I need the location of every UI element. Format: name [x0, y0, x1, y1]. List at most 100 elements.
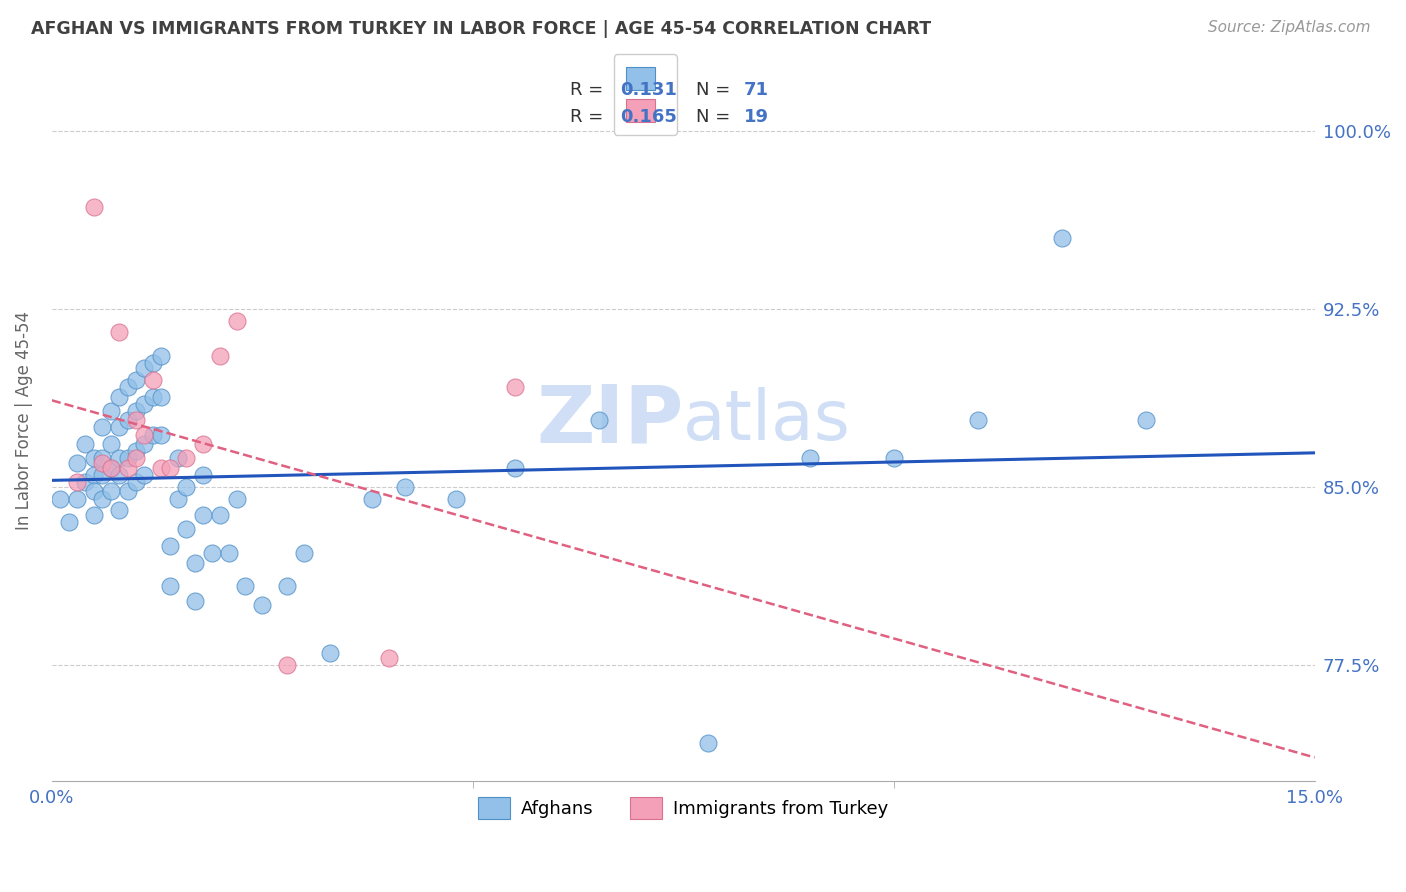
Point — [883, 451, 905, 466]
Point — [83, 467, 105, 482]
Point — [184, 593, 207, 607]
Point — [503, 460, 526, 475]
Point — [125, 373, 148, 387]
Point — [83, 508, 105, 523]
Point — [100, 460, 122, 475]
Point — [176, 523, 198, 537]
Point — [91, 451, 114, 466]
Point — [83, 200, 105, 214]
Text: R =: R = — [569, 81, 609, 99]
Point — [150, 349, 173, 363]
Point — [91, 456, 114, 470]
Point — [142, 356, 165, 370]
Point — [176, 480, 198, 494]
Point — [100, 437, 122, 451]
Point — [108, 420, 131, 434]
Point — [209, 349, 232, 363]
Point — [125, 451, 148, 466]
Point — [184, 556, 207, 570]
Point — [588, 413, 610, 427]
Point — [108, 503, 131, 517]
Point — [117, 484, 139, 499]
Point — [75, 475, 97, 489]
Point — [967, 413, 990, 427]
Point — [125, 475, 148, 489]
Point — [108, 451, 131, 466]
Point — [125, 444, 148, 458]
Point — [142, 427, 165, 442]
Point — [142, 373, 165, 387]
Text: 0.165: 0.165 — [620, 108, 676, 127]
Point — [66, 456, 89, 470]
Point — [66, 475, 89, 489]
Point — [108, 467, 131, 482]
Text: ZIP: ZIP — [536, 381, 683, 459]
Point — [142, 390, 165, 404]
Point — [83, 484, 105, 499]
Point — [209, 508, 232, 523]
Point — [201, 546, 224, 560]
Point — [49, 491, 72, 506]
Point — [134, 427, 156, 442]
Point — [125, 413, 148, 427]
Point — [150, 390, 173, 404]
Point — [117, 413, 139, 427]
Point — [100, 484, 122, 499]
Point — [799, 451, 821, 466]
Point — [394, 480, 416, 494]
Point — [91, 467, 114, 482]
Point — [117, 380, 139, 394]
Point — [1135, 413, 1157, 427]
Point — [1050, 230, 1073, 244]
Text: 19: 19 — [744, 108, 769, 127]
Point — [444, 491, 467, 506]
Point — [150, 427, 173, 442]
Point — [108, 326, 131, 340]
Legend: Afghans, Immigrants from Turkey: Afghans, Immigrants from Turkey — [471, 789, 896, 826]
Point — [276, 657, 298, 672]
Point — [193, 467, 215, 482]
Point — [697, 736, 720, 750]
Point — [159, 460, 181, 475]
Point — [58, 516, 80, 530]
Point — [134, 467, 156, 482]
Point — [235, 579, 257, 593]
Point — [150, 460, 173, 475]
Point — [66, 491, 89, 506]
Point — [318, 646, 340, 660]
Point — [117, 460, 139, 475]
Point — [125, 404, 148, 418]
Point — [134, 437, 156, 451]
Text: N =: N = — [696, 81, 735, 99]
Point — [159, 579, 181, 593]
Text: 71: 71 — [744, 81, 769, 99]
Point — [108, 390, 131, 404]
Point — [226, 313, 249, 327]
Point — [193, 437, 215, 451]
Point — [193, 508, 215, 523]
Point — [100, 460, 122, 475]
Text: N =: N = — [696, 108, 735, 127]
Point — [176, 451, 198, 466]
Text: AFGHAN VS IMMIGRANTS FROM TURKEY IN LABOR FORCE | AGE 45-54 CORRELATION CHART: AFGHAN VS IMMIGRANTS FROM TURKEY IN LABO… — [31, 20, 931, 37]
Point — [167, 451, 190, 466]
Point — [503, 380, 526, 394]
Point — [218, 546, 240, 560]
Point — [83, 451, 105, 466]
Point — [226, 491, 249, 506]
Text: atlas: atlas — [683, 387, 851, 454]
Point — [91, 491, 114, 506]
Y-axis label: In Labor Force | Age 45-54: In Labor Force | Age 45-54 — [15, 310, 32, 530]
Text: 0.131: 0.131 — [620, 81, 676, 99]
Point — [91, 420, 114, 434]
Point — [100, 404, 122, 418]
Point — [75, 437, 97, 451]
Point — [360, 491, 382, 506]
Point — [159, 539, 181, 553]
Text: Source: ZipAtlas.com: Source: ZipAtlas.com — [1208, 20, 1371, 35]
Point — [134, 361, 156, 376]
Point — [252, 599, 274, 613]
Point — [134, 397, 156, 411]
Point — [377, 650, 399, 665]
Point — [276, 579, 298, 593]
